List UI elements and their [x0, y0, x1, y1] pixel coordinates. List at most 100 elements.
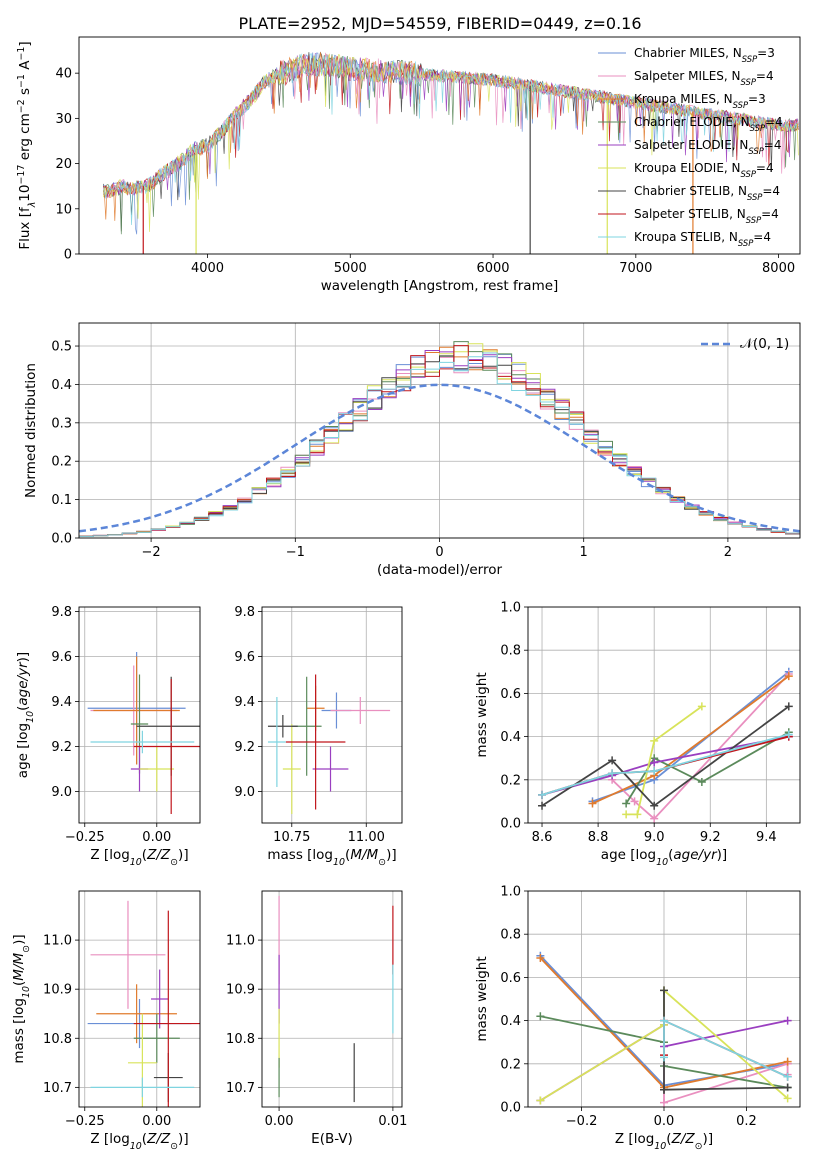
weight-marker	[783, 1057, 792, 1066]
x-tick-label: 0.00	[142, 830, 171, 845]
x-axis-label: E(B-V)	[311, 1131, 353, 1147]
panel-age-vs-Z: −0.25 0.00 9.0 9.2 9.4 9.6 9.8 Z [log10(Z/Z⊙)] a…	[15, 605, 201, 868]
weight-line-1	[611, 673, 790, 820]
x-tick-label: 0.2	[736, 1114, 757, 1129]
plot-area	[79, 607, 200, 823]
x-tick-label: 0	[435, 545, 443, 560]
histogram-step-7	[79, 345, 800, 537]
y-tick-label: 0.2	[500, 1057, 521, 1072]
weight-marker	[622, 799, 631, 808]
y-tick-label: 40	[55, 67, 72, 82]
weight-marker	[536, 953, 545, 962]
panel-mass-vs-Z: −0.25 0.00 10.7 10.8 10.9 11.0 Z [log10(Z/Z⊙)]…	[11, 890, 201, 1152]
panel-mass-vs-EBV: 0.00 0.01 10.7 10.8 10.9 11.0 E(B-V)	[226, 890, 407, 1147]
legend-label: Chabrier STELIB, NSSP=4	[634, 184, 780, 202]
legend-label: Kroupa MILES, NSSP=3	[634, 92, 766, 110]
y-tick-label: 0.8	[500, 644, 521, 659]
y-tick-label: 0.4	[500, 730, 521, 745]
y-axis-label: age [log10(age/yr)]	[15, 652, 36, 778]
panel-weight-vs-age: 8.6 8.8 9.0 9.2 9.4 0.0 0.2 0.4 0.6 0.8 1.0 age [lo…	[474, 601, 801, 868]
y-tick-label: 10.7	[43, 1081, 72, 1096]
y-axis-label: mass weight	[474, 956, 490, 1041]
plot-area	[528, 891, 800, 1107]
y-tick-label: 9.8	[234, 605, 255, 620]
axes-frame	[527, 606, 801, 824]
legend-label: Kroupa STELIB, NSSP=4	[634, 230, 771, 248]
weight-marker	[608, 769, 617, 778]
weight-marker	[650, 801, 659, 810]
panel-weight-vs-Z: −0.2 0.0 0.2 0.0 0.2 0.4 0.6 0.8 1.0 Z [log10(Z/Z…	[474, 885, 801, 1152]
x-tick-label: 10.75	[273, 830, 310, 845]
y-tick-label: 1.0	[500, 885, 521, 900]
weight-line-4	[541, 735, 789, 796]
weight-marker	[650, 758, 659, 767]
y-tick-label: 0.2	[51, 455, 72, 470]
panels: 4000 5000 6000 7000 8000010203040wavelength …	[11, 36, 801, 1152]
y-tick-label: 9.8	[51, 605, 72, 620]
x-tick-label: 6000	[476, 261, 509, 276]
x-tick-label: 0.00	[265, 1114, 294, 1129]
weight-line-6	[541, 705, 790, 807]
y-tick-label: 10.8	[226, 1032, 255, 1047]
x-tick-label: 9.2	[700, 830, 721, 845]
plot-area	[79, 891, 200, 1107]
axes-frame	[78, 36, 801, 255]
x-tick-label: 11.00	[348, 830, 385, 845]
plot-area	[79, 323, 800, 538]
x-tick-label: −2	[142, 545, 161, 560]
weight-marker	[650, 736, 659, 745]
legend-label: Kroupa ELODIE, NSSP=4	[634, 161, 774, 179]
plot-area	[262, 607, 402, 823]
x-tick-label: 8000	[762, 261, 795, 276]
y-tick-label: 9.0	[51, 785, 72, 800]
x-tick-label: −0.25	[65, 830, 105, 845]
y-tick-label: 0.0	[51, 532, 72, 547]
x-tick-label: 0.00	[142, 1114, 171, 1129]
y-tick-label: 0.0	[500, 817, 521, 832]
legend-label: Salpeter MILES, NSSP=4	[634, 69, 774, 87]
y-tick-label: 10	[55, 202, 72, 217]
panel-spectrum: 4000 5000 6000 7000 8000 0 10 20 30 40 wavelength …	[16, 36, 801, 294]
histogram-step-8	[79, 352, 800, 537]
x-tick-label: 0.01	[378, 1114, 407, 1129]
x-axis-label: Z [log10(Z/Z⊙)]	[90, 847, 188, 868]
axes-frame	[261, 890, 403, 1108]
y-tick-label: 0.6	[500, 687, 521, 702]
weight-marker	[633, 810, 642, 819]
weight-marker	[783, 1083, 792, 1092]
weight-marker	[630, 797, 639, 806]
y-tick-label: 10.9	[226, 983, 255, 998]
legend-label: Salpeter ELODIE, NSSP=4	[634, 138, 782, 156]
y-tick-label: 9.6	[51, 650, 72, 665]
x-tick-label: 1	[580, 545, 588, 560]
figure-title: PLATE=2952, MJD=54559, FIBERID=0449, z=0…	[238, 14, 641, 33]
y-tick-label: 0.1	[51, 493, 72, 508]
y-tick-label: 10.8	[43, 1032, 72, 1047]
x-tick-label: −1	[286, 545, 305, 560]
weight-line-3	[625, 731, 790, 805]
weight-marker	[784, 702, 793, 711]
weight-marker	[660, 1016, 668, 1025]
axes-frame	[261, 606, 403, 824]
normal-reference-curve	[79, 383, 800, 533]
y-tick-label: 30	[55, 112, 72, 127]
y-tick-label: 0.5	[51, 340, 72, 355]
y-tick-label: 20	[55, 157, 72, 172]
weight-marker	[536, 1012, 545, 1021]
plot-area	[528, 607, 800, 823]
y-tick-label: 0.8	[500, 928, 521, 943]
y-tick-label: 11.0	[226, 934, 255, 949]
y-tick-label: 0.3	[51, 416, 72, 431]
y-tick-label: 0.0	[500, 1101, 521, 1116]
y-tick-label: 9.0	[234, 785, 255, 800]
weight-marker	[783, 1072, 792, 1081]
panel-residual-histogram: −2 −1 0 1 2 0.0 0.1 0.2 0.3 0.4 0.5 (data-model)/er…	[23, 322, 801, 578]
weight-marker	[622, 810, 631, 819]
x-axis-label: Z [log10(Z/Z⊙)]	[90, 1131, 188, 1152]
plot-area	[262, 891, 402, 1107]
x-tick-label: 0.0	[654, 1114, 675, 1129]
x-axis-label: age [log10(age/yr)]	[601, 847, 727, 868]
y-tick-label: 10.7	[226, 1081, 255, 1096]
weight-marker	[538, 801, 547, 810]
x-tick-label: 8.8	[588, 830, 609, 845]
